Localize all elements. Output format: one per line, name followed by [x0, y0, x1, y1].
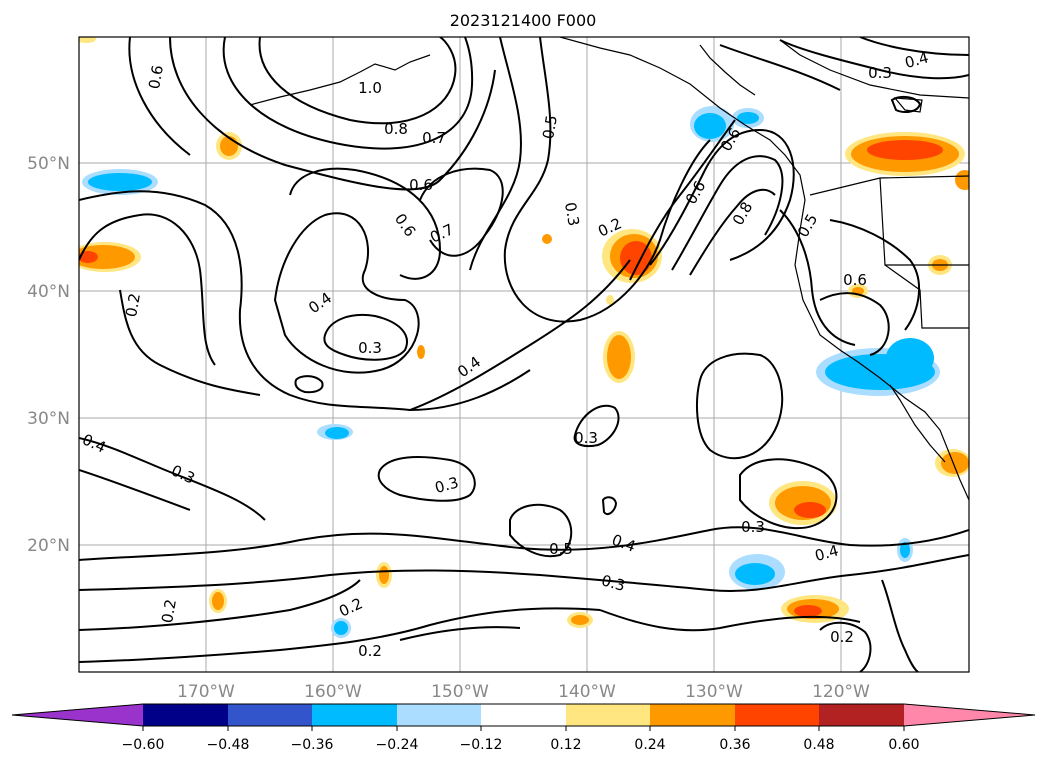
colorbar-tick-label: −0.24 — [376, 737, 419, 753]
longitude-labels: 170°W 160°W 150°W 140°W 130°W 120°W — [177, 682, 870, 702]
colorbar-tick-label: −0.36 — [291, 737, 334, 753]
colorbar-tick-label: −0.12 — [460, 737, 503, 753]
colorbar-tick-label: 0.48 — [803, 737, 834, 753]
contour-label: 0.6 — [843, 271, 867, 289]
map-area: 0.6 1.0 0.8 0.7 0.6 0.6 0.7 0.5 0.3 0.2 … — [79, 37, 969, 672]
contour-label: 0.3 — [868, 64, 892, 82]
contour-label: 0.6 — [145, 64, 167, 91]
contour-label: 0.4 — [813, 541, 841, 565]
contour-label: 0.3 — [574, 429, 598, 447]
shaded-anomalies — [79, 37, 969, 638]
colorbar-extend-high — [904, 704, 1035, 726]
colorbar-segment — [143, 704, 228, 726]
contour-label: 0.4 — [903, 48, 931, 72]
coastlines — [249, 37, 969, 501]
colorbar-extend-low — [12, 704, 143, 726]
contour-label: 1.0 — [358, 79, 382, 97]
contour-label: 0.3 — [433, 473, 461, 497]
lon-label-140w: 140°W — [558, 682, 616, 702]
colorbar-segment — [312, 704, 397, 726]
colorbar-segment — [650, 704, 735, 726]
latitude-labels: 50°N 40°N 30°N 20°N — [27, 154, 70, 556]
lon-label-150w: 150°W — [431, 682, 489, 702]
contour-label: 0.3 — [561, 201, 583, 228]
colorbar-tick-label: −0.48 — [207, 737, 250, 753]
colorbar-tick-label: 0.12 — [550, 737, 581, 753]
contour-label: 0.2 — [358, 642, 382, 660]
contour-label: 0.6 — [409, 176, 433, 194]
colorbar-segment — [228, 704, 312, 726]
colorbar-segment — [819, 704, 904, 726]
contour-label: 0.3 — [358, 339, 382, 357]
map-frame — [78, 36, 970, 673]
contour-label: 0.3 — [599, 571, 627, 595]
colorbar-segment — [397, 704, 481, 726]
lon-label-170w: 170°W — [177, 682, 235, 702]
contour-label: 0.5 — [539, 114, 561, 141]
lat-label-40n: 40°N — [27, 282, 70, 302]
colorbar-segment — [735, 704, 819, 726]
colorbar-segment — [481, 704, 566, 726]
colorbar-tick-label: 0.36 — [719, 737, 750, 753]
contour-label: 0.7 — [422, 129, 446, 147]
colorbar: −0.60 −0.48 −0.36 −0.24 −0.12 0.12 0.24 … — [11, 703, 1036, 753]
contour-label: 0.8 — [384, 120, 408, 138]
lon-label-130w: 130°W — [685, 682, 743, 702]
lon-label-160w: 160°W — [304, 682, 362, 702]
colorbar-tick-label: 0.24 — [634, 737, 665, 753]
lat-label-30n: 30°N — [27, 409, 70, 429]
map-title: 2023121400 F000 — [450, 11, 597, 30]
contour-label: 0.2 — [122, 292, 144, 319]
contour-label: 0.2 — [830, 628, 854, 646]
colorbar-segment — [566, 704, 650, 726]
contour-lines — [79, 37, 969, 672]
lat-label-50n: 50°N — [27, 154, 70, 174]
lat-label-20n: 20°N — [27, 536, 70, 556]
contour-label: 0.3 — [741, 518, 765, 536]
colorbar-tick-label: −0.60 — [122, 737, 165, 753]
colorbar-tick-label: 0.60 — [888, 737, 919, 753]
lon-label-120w: 120°W — [812, 682, 870, 702]
contour-label: 0.5 — [549, 540, 573, 558]
contour-label: 0.2 — [158, 598, 180, 625]
